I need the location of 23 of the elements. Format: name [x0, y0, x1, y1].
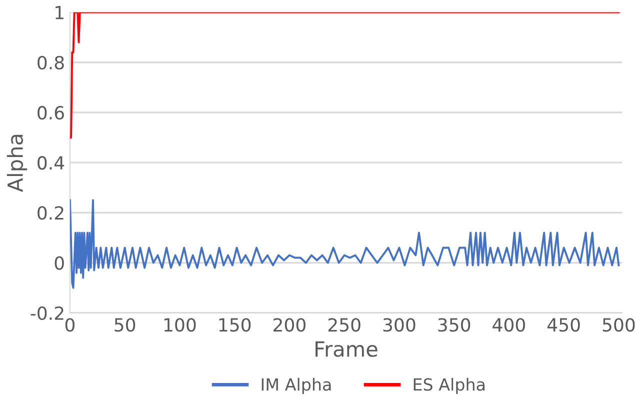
y-tick-label: 0.6	[38, 106, 64, 120]
x-tick-label: 250	[328, 318, 360, 332]
line-series	[70, 199, 620, 289]
x-tick-label: 350	[438, 318, 470, 332]
y-axis-title: Alpha	[6, 134, 28, 192]
x-tick-label: 150	[219, 318, 251, 332]
x-tick-label: 400	[492, 318, 525, 332]
y-tick-label: -0.2	[30, 306, 64, 320]
x-tick-label: 0	[65, 318, 75, 332]
x-tick-label: 500	[602, 318, 635, 332]
x-tick-label: 300	[383, 318, 416, 332]
y-tick-label: 0.2	[38, 206, 64, 220]
y-tick-label: 1	[56, 6, 64, 20]
x-tick-label: 100	[164, 318, 196, 332]
y-tick-label: 0.8	[38, 56, 64, 70]
y-tick-label: 0.4	[38, 156, 64, 170]
x-tick-label: 450	[547, 318, 580, 332]
y-tick-label: 0	[54, 256, 64, 270]
legend-label: ES Alpha	[414, 378, 485, 394]
x-tick-label: 50	[114, 318, 136, 332]
legend-label: IM Alpha	[262, 378, 331, 394]
x-axis-title: Frame	[316, 341, 378, 357]
x-tick-label: 200	[274, 318, 306, 332]
